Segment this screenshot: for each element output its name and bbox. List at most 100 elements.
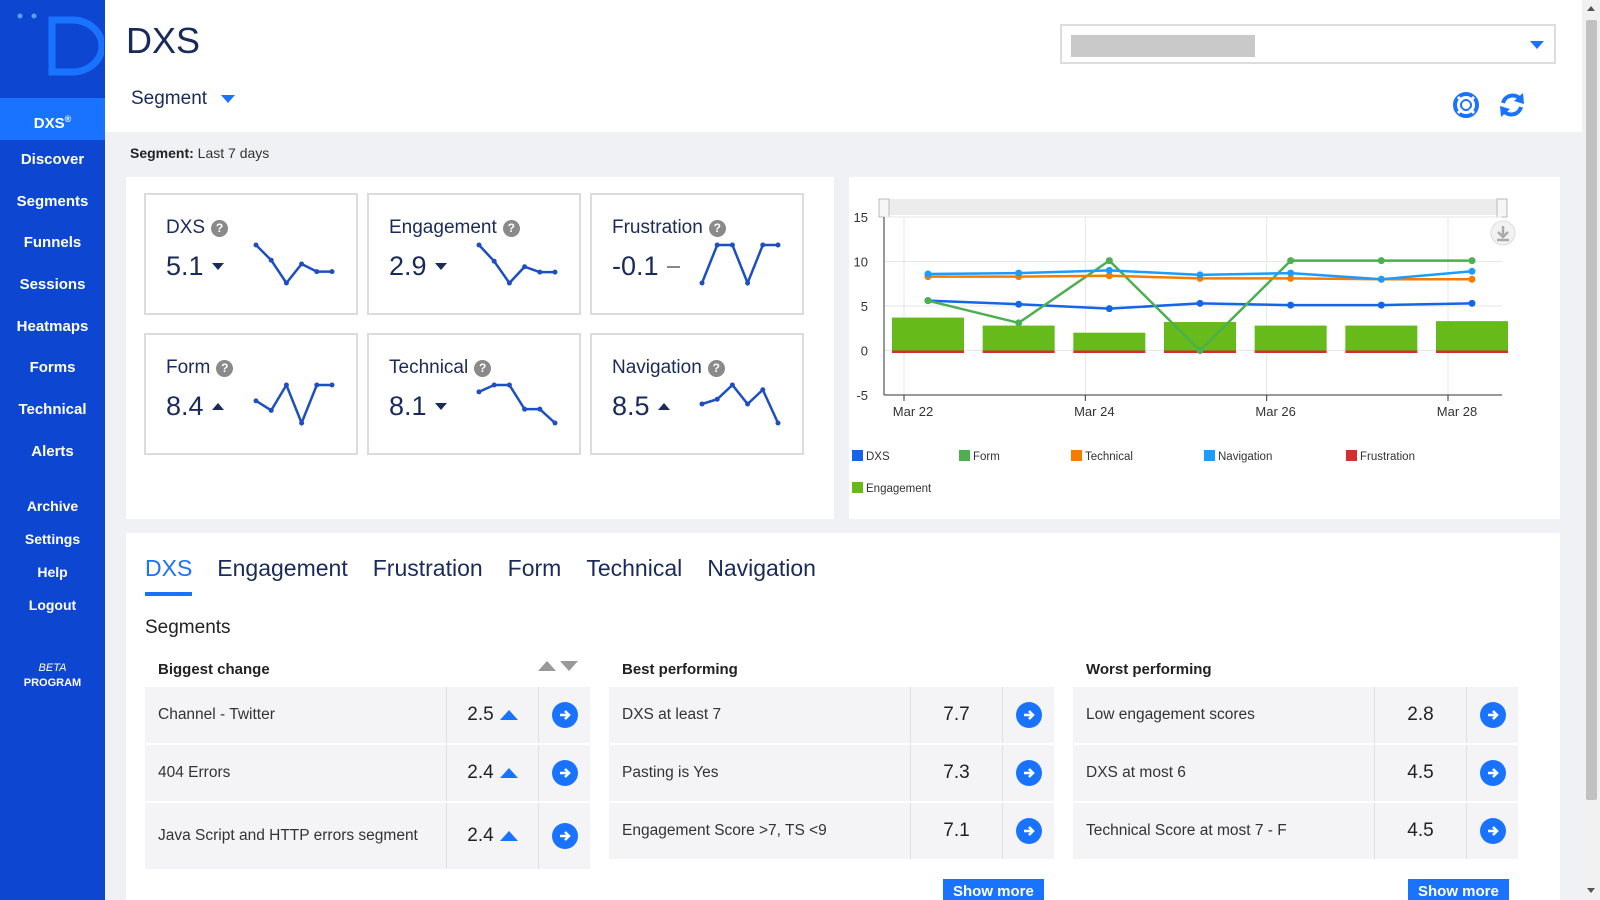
arrow-right-circle-icon[interactable] <box>1015 818 1042 844</box>
legend-label-navigation[interactable]: Navigation <box>1218 451 1272 463</box>
legend-label-form[interactable]: Form <box>973 451 1000 463</box>
arrow-right-circle-icon[interactable] <box>1479 760 1506 786</box>
tab-navigation[interactable]: Navigation <box>707 555 816 581</box>
legend-label-technical[interactable]: Technical <box>1085 451 1133 463</box>
segment-row[interactable]: Pasting is Yes 7.3 <box>609 745 1054 801</box>
bar-engagement[interactable] <box>982 325 1055 351</box>
legend-label-dxs[interactable]: DXS <box>866 451 890 463</box>
sidebar-item-dxs[interactable]: DXS® <box>0 98 105 140</box>
series-point-form[interactable] <box>1105 257 1113 265</box>
arrow-right-circle-icon[interactable] <box>551 702 578 728</box>
page-scrollbar[interactable] <box>1582 0 1600 900</box>
sidebar-item-discover[interactable]: Discover <box>20 151 85 168</box>
dxs-logo[interactable] <box>14 6 104 78</box>
legend-swatch-engagement[interactable] <box>852 482 863 493</box>
legend-swatch-dxs[interactable] <box>852 450 863 461</box>
segment-row[interactable]: Java Script and HTTP errors segment 2.4 <box>145 803 590 869</box>
legend-swatch-navigation[interactable] <box>1204 450 1215 461</box>
worst-show-more-button[interactable]: Show more <box>1408 879 1509 900</box>
legend-label-engagement[interactable]: Engagement <box>866 483 932 495</box>
help-icon[interactable]: ? <box>216 359 234 377</box>
bar-engagement[interactable] <box>1436 321 1508 351</box>
kpi-card-frustration[interactable]: Frustration? -0.1 <box>590 193 804 315</box>
segment-row[interactable]: 404 Errors 2.4 <box>145 745 590 801</box>
beta-program-link[interactable]: BETA PROGRAM <box>23 662 82 689</box>
series-point-form[interactable] <box>1468 257 1476 265</box>
series-point-dxs[interactable] <box>1196 299 1204 307</box>
series-point-dxs[interactable] <box>1015 300 1023 308</box>
kpi-card-navigation[interactable]: Navigation? 8.5 <box>590 333 804 455</box>
site-select[interactable] <box>1060 24 1556 64</box>
sidebar-item-archive[interactable]: Archive <box>26 498 79 514</box>
bar-engagement[interactable] <box>1345 325 1418 351</box>
segment-row[interactable]: Engagement Score >7, TS <9 7.1 <box>609 803 1054 859</box>
best-show-more-button[interactable]: Show more <box>943 879 1044 900</box>
sidebar-item-segments[interactable]: Segments <box>16 193 89 210</box>
bar-engagement[interactable] <box>892 317 964 351</box>
help-icon[interactable]: ? <box>474 359 492 377</box>
series-point-form[interactable] <box>924 297 932 305</box>
bar-frustration[interactable] <box>1345 350 1418 354</box>
scroll-up-icon[interactable] <box>1587 6 1595 11</box>
bar-frustration[interactable] <box>1073 350 1146 354</box>
bar-frustration[interactable] <box>1254 350 1327 354</box>
download-icon[interactable] <box>1490 220 1516 246</box>
sidebar-item-forms[interactable]: Forms <box>29 359 76 376</box>
range-handle-left[interactable] <box>878 198 890 218</box>
series-point-navigation[interactable] <box>1287 269 1295 277</box>
sidebar-item-heatmaps[interactable]: Heatmaps <box>16 318 89 335</box>
segment-dropdown[interactable]: Segment <box>131 88 236 110</box>
series-point-navigation[interactable] <box>1468 267 1476 275</box>
kpi-card-form[interactable]: Form? 8.4 <box>144 333 358 455</box>
legend-swatch-frustration[interactable] <box>1346 450 1357 461</box>
refresh-icon[interactable] <box>1497 90 1527 120</box>
sidebar-item-sessions[interactable]: Sessions <box>19 276 86 293</box>
range-navigator[interactable] <box>884 199 1502 215</box>
tab-dxs[interactable]: DXS <box>145 555 193 596</box>
sidebar-item-funnels[interactable]: Funnels <box>23 234 82 251</box>
arrow-right-circle-icon[interactable] <box>1479 818 1506 844</box>
segment-row[interactable]: DXS at least 7 7.7 <box>609 687 1054 743</box>
legend-label-frustration[interactable]: Frustration <box>1360 451 1415 463</box>
series-point-form[interactable] <box>1196 347 1204 354</box>
kpi-card-dxs[interactable]: DXS? 5.1 <box>144 193 358 315</box>
segment-row[interactable]: Low engagement scores 2.8 <box>1073 687 1518 743</box>
arrow-right-circle-icon[interactable] <box>1015 760 1042 786</box>
series-point-form[interactable] <box>1287 257 1295 265</box>
help-icon[interactable]: ? <box>211 219 229 237</box>
legend-swatch-form[interactable] <box>959 450 970 461</box>
segment-row[interactable]: DXS at most 6 4.5 <box>1073 745 1518 801</box>
series-point-dxs[interactable] <box>1287 301 1295 309</box>
arrow-right-circle-icon[interactable] <box>551 760 578 786</box>
help-icon[interactable]: ? <box>502 219 520 237</box>
sort-asc-icon[interactable] <box>538 661 556 671</box>
sidebar-item-technical[interactable]: Technical <box>18 401 87 418</box>
series-point-navigation[interactable] <box>1377 275 1385 283</box>
bar-frustration[interactable] <box>892 350 964 354</box>
segment-row[interactable]: Technical Score at most 7 - F 4.5 <box>1073 803 1518 859</box>
arrow-right-circle-icon[interactable] <box>1479 702 1506 728</box>
arrow-right-circle-icon[interactable] <box>1015 702 1042 728</box>
help-icon[interactable]: ? <box>707 359 725 377</box>
scroll-thumb[interactable] <box>1586 20 1597 800</box>
legend-swatch-technical[interactable] <box>1071 450 1082 461</box>
tab-technical[interactable]: Technical <box>586 555 683 581</box>
series-point-navigation[interactable] <box>1196 271 1204 279</box>
scroll-down-icon[interactable] <box>1587 888 1595 893</box>
sidebar-item-alerts[interactable]: Alerts <box>31 443 74 460</box>
sidebar-item-logout[interactable]: Logout <box>28 597 77 613</box>
help-icon[interactable]: ? <box>708 219 726 237</box>
sidebar-item-help[interactable]: Help <box>37 564 68 580</box>
segment-row[interactable]: Channel - Twitter 2.5 <box>145 687 590 743</box>
sort-toggle[interactable] <box>538 661 578 671</box>
series-point-technical[interactable] <box>1287 274 1295 282</box>
bar-engagement[interactable] <box>1073 332 1146 351</box>
series-point-dxs[interactable] <box>1377 301 1385 309</box>
bar-engagement[interactable] <box>1254 325 1327 351</box>
series-point-navigation[interactable] <box>1105 266 1113 274</box>
arrow-right-circle-icon[interactable] <box>551 823 578 849</box>
help-lifebuoy-icon[interactable] <box>1451 90 1481 120</box>
range-handle-right[interactable] <box>1496 198 1508 218</box>
kpi-card-engagement[interactable]: Engagement? 2.9 <box>367 193 581 315</box>
tab-engagement[interactable]: Engagement <box>217 555 348 581</box>
